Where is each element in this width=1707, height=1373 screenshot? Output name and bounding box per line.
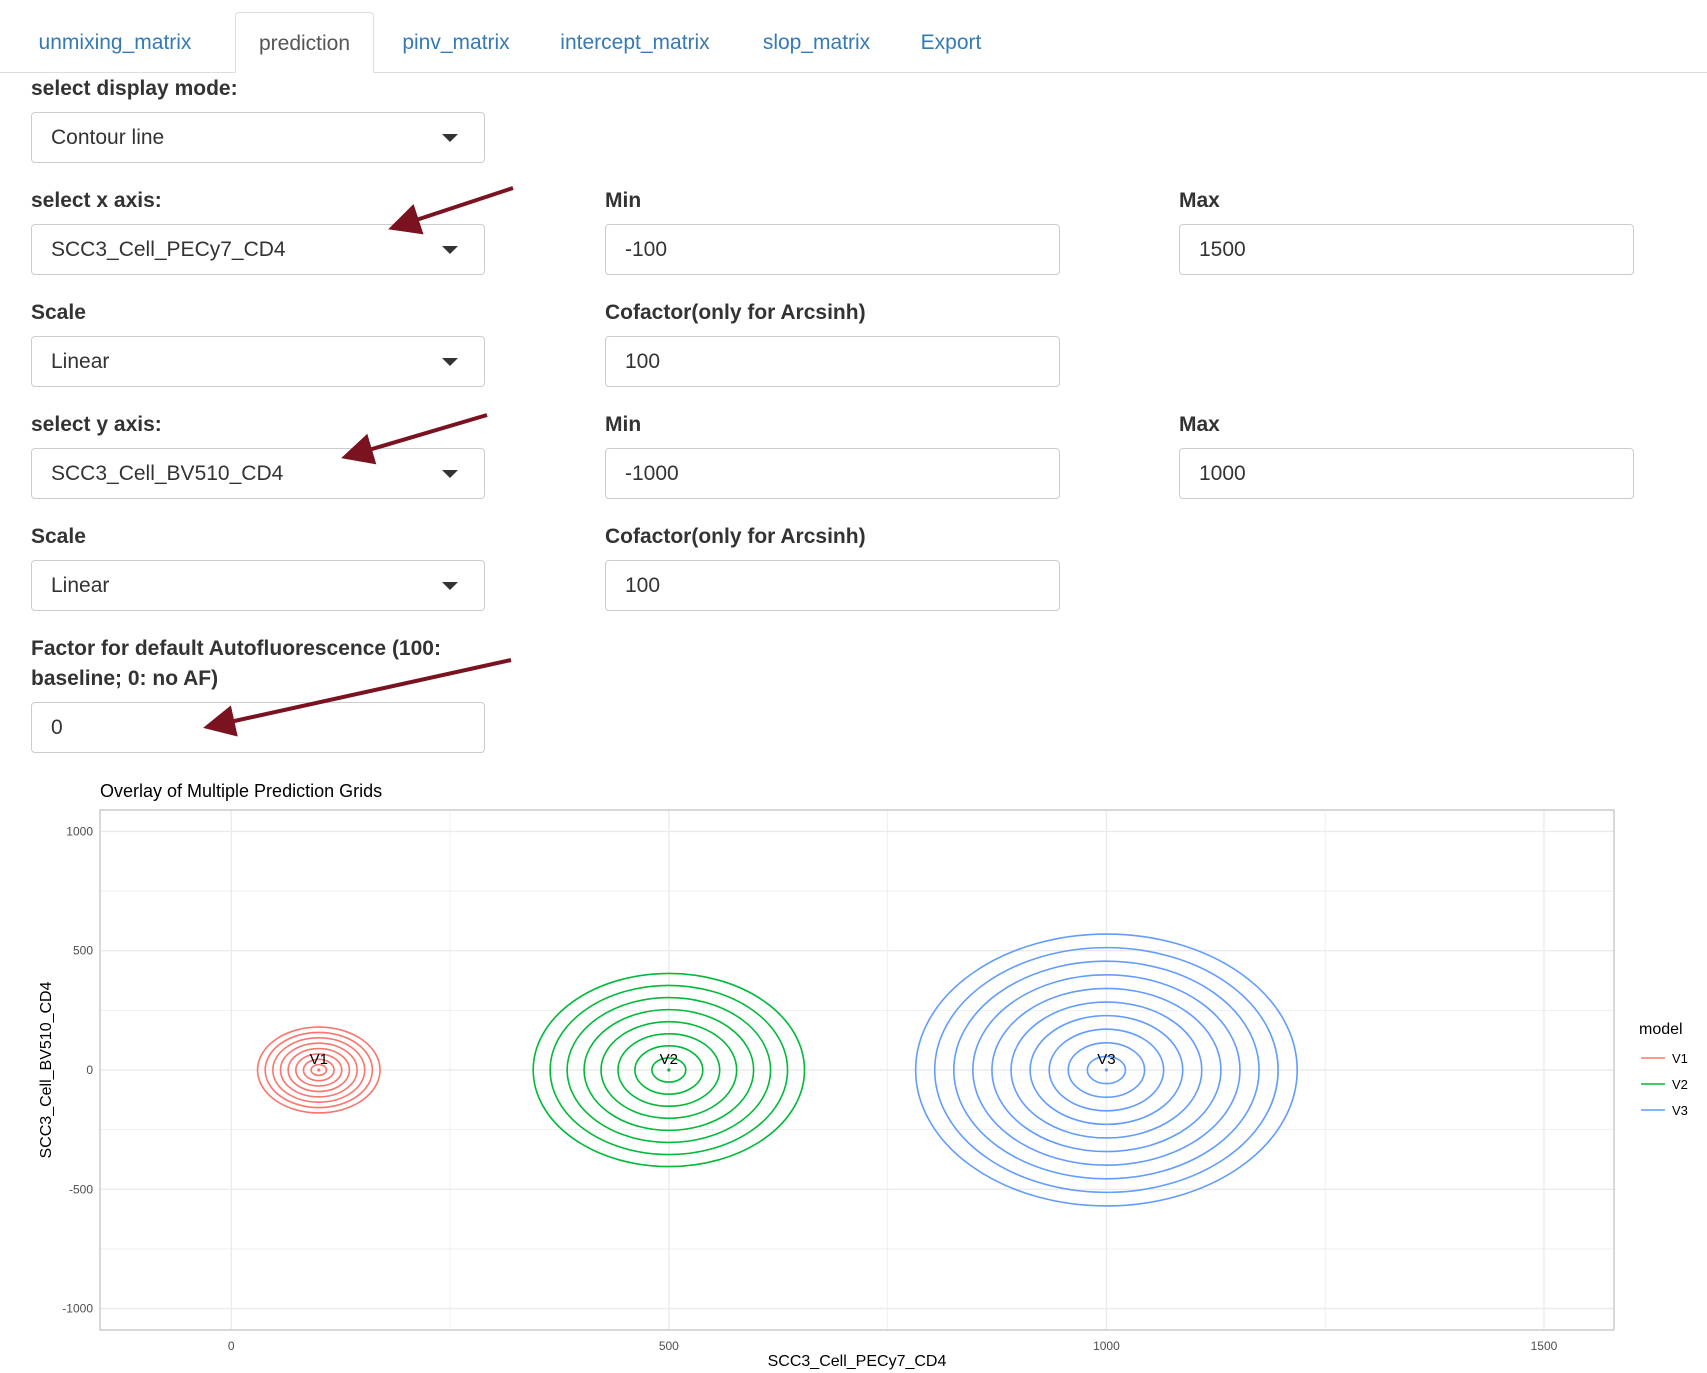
y-axis-value: SCC3_Cell_BV510_CD4 — [51, 462, 284, 485]
contour-line-v3 — [952, 960, 1260, 1180]
contour-line-v1 — [310, 1063, 328, 1077]
tab-prediction[interactable]: prediction — [235, 12, 374, 73]
contour-line-v1 — [264, 1031, 374, 1109]
tab-pinv-matrix[interactable]: pinv_matrix — [402, 31, 510, 54]
x-max-label: Max — [1179, 189, 1220, 212]
y-scale-label: Scale — [31, 525, 86, 548]
chart-legend: model V1 V2 V3 — [1639, 1021, 1688, 1118]
contour-line-v3 — [933, 946, 1279, 1194]
chevron-down-icon — [442, 470, 458, 478]
chart-title: Overlay of Multiple Prediction Grids — [100, 781, 382, 801]
display-mode-label: select display mode: — [31, 77, 238, 100]
x-max-input[interactable]: 1500 — [1179, 224, 1634, 275]
x-tick-label: 500 — [659, 1339, 679, 1353]
contour-line-v3 — [972, 974, 1241, 1166]
display-mode-select[interactable]: Contour line — [31, 112, 485, 163]
y-tick-label: -1000 — [62, 1302, 93, 1316]
y-min-label: Min — [605, 413, 642, 436]
tab-bar-divider — [0, 72, 1707, 73]
contour-label-v2: V2 — [660, 1051, 678, 1068]
x-tick-label: 1500 — [1531, 1339, 1558, 1353]
contour-line-v2 — [549, 984, 789, 1156]
tab-export[interactable]: Export — [920, 31, 982, 54]
contour-line-v2 — [566, 996, 772, 1144]
y-tick-label: 1000 — [66, 824, 93, 838]
contour-line-v1 — [302, 1058, 335, 1082]
tab-unmixing-matrix[interactable]: unmixing_matrix — [38, 31, 192, 54]
x-axis-select[interactable]: SCC3_Cell_PECy7_CD4 — [31, 224, 485, 275]
tab-intercept-matrix[interactable]: intercept_matrix — [560, 31, 710, 54]
chart-gridlines — [100, 810, 1614, 1330]
y-tick-label: -500 — [69, 1182, 93, 1196]
x-scale-label: Scale — [31, 301, 86, 324]
contour-line-v1 — [287, 1047, 351, 1093]
y-max-input[interactable]: 1000 — [1179, 448, 1634, 499]
x-axis-label: select x axis: — [31, 189, 162, 212]
chevron-down-icon — [442, 358, 458, 366]
y-tick-label: 500 — [73, 944, 93, 958]
y-cofactor-label: Cofactor(only for Arcsinh) — [605, 525, 866, 548]
y-cofactor-input[interactable]: 100 — [605, 560, 1060, 611]
chevron-down-icon — [442, 246, 458, 254]
display-mode-value: Contour line — [51, 126, 165, 149]
prediction-contour-chart: Overlay of Multiple Prediction Grids V1 V… — [38, 781, 1688, 1370]
chevron-down-icon — [442, 134, 458, 142]
y-min-input[interactable]: -1000 — [605, 448, 1060, 499]
y-axis-title: SCC3_Cell_BV510_CD4 — [38, 981, 55, 1158]
annotation-arrow-x-axis — [388, 186, 514, 235]
plot-panel-border — [99, 809, 1615, 1331]
contour-label-v3: V3 — [1097, 1051, 1115, 1068]
legend-label-v3: V3 — [1672, 1103, 1688, 1118]
legend-title: model — [1639, 1021, 1683, 1038]
contour-line-v1 — [279, 1042, 358, 1098]
legend-label-v2: V2 — [1672, 1077, 1688, 1092]
tab-slop-matrix[interactable]: slop_matrix — [762, 31, 871, 54]
chart-tick-labels: 0 500 1000 1500 1000 500 0 -500 -1000 — [62, 824, 1557, 1353]
contour-center-v3 — [1104, 1068, 1109, 1072]
contour-line-v2 — [600, 1020, 738, 1120]
y-scale-value: Linear — [51, 574, 110, 597]
y-tick-label: 0 — [86, 1063, 93, 1077]
y-axis-select[interactable]: SCC3_Cell_BV510_CD4 — [31, 448, 485, 499]
legend-label-v1: V1 — [1672, 1051, 1688, 1066]
af-factor-input[interactable]: 0 — [31, 702, 485, 753]
af-factor-label-line2: baseline; 0: no AF) — [31, 667, 219, 690]
x-min-label: Min — [605, 189, 642, 212]
contour-line-v2 — [634, 1045, 704, 1095]
x-cofactor-label: Cofactor(only for Arcsinh) — [605, 301, 866, 324]
tab-bar: unmixing_matrix prediction pinv_matrix i… — [0, 0, 1707, 73]
chevron-down-icon — [442, 582, 458, 590]
contour-line-v3 — [1067, 1042, 1146, 1098]
contour-line-v3 — [1029, 1014, 1184, 1126]
x-tick-label: 1000 — [1093, 1339, 1120, 1353]
contour-line-v2 — [583, 1008, 755, 1132]
chart-contours: V1 V2 V3 — [256, 933, 1298, 1207]
contour-line-v2 — [617, 1032, 721, 1108]
contour-line-v2 — [651, 1057, 687, 1083]
contour-line-v3 — [1010, 1001, 1203, 1139]
contour-line-v1 — [256, 1026, 381, 1114]
contour-line-v2 — [532, 972, 806, 1168]
y-max-label: Max — [1179, 413, 1220, 436]
x-axis-value: SCC3_Cell_PECy7_CD4 — [51, 238, 286, 261]
contour-center-v2 — [667, 1068, 671, 1072]
contour-line-v3 — [991, 987, 1222, 1153]
x-cofactor-input[interactable]: 100 — [605, 336, 1060, 387]
x-tick-label: 0 — [228, 1339, 235, 1353]
contour-line-v3 — [1048, 1028, 1165, 1112]
x-axis-title: SCC3_Cell_PECy7_CD4 — [768, 1353, 947, 1370]
x-min-input[interactable]: -100 — [605, 224, 1060, 275]
x-scale-select[interactable]: Linear — [31, 336, 485, 387]
contour-line-v3 — [1086, 1055, 1127, 1085]
contour-center-v1 — [317, 1068, 321, 1072]
contour-label-v1: V1 — [310, 1051, 328, 1068]
contour-line-v1 — [295, 1053, 343, 1087]
y-scale-select[interactable]: Linear — [31, 560, 485, 611]
contour-line-v1 — [272, 1036, 366, 1104]
af-factor-label-line1: Factor for default Autofluorescence (100… — [31, 637, 441, 660]
x-scale-value: Linear — [51, 350, 110, 373]
contour-line-v3 — [914, 933, 1298, 1207]
y-axis-label: select y axis: — [31, 413, 162, 436]
